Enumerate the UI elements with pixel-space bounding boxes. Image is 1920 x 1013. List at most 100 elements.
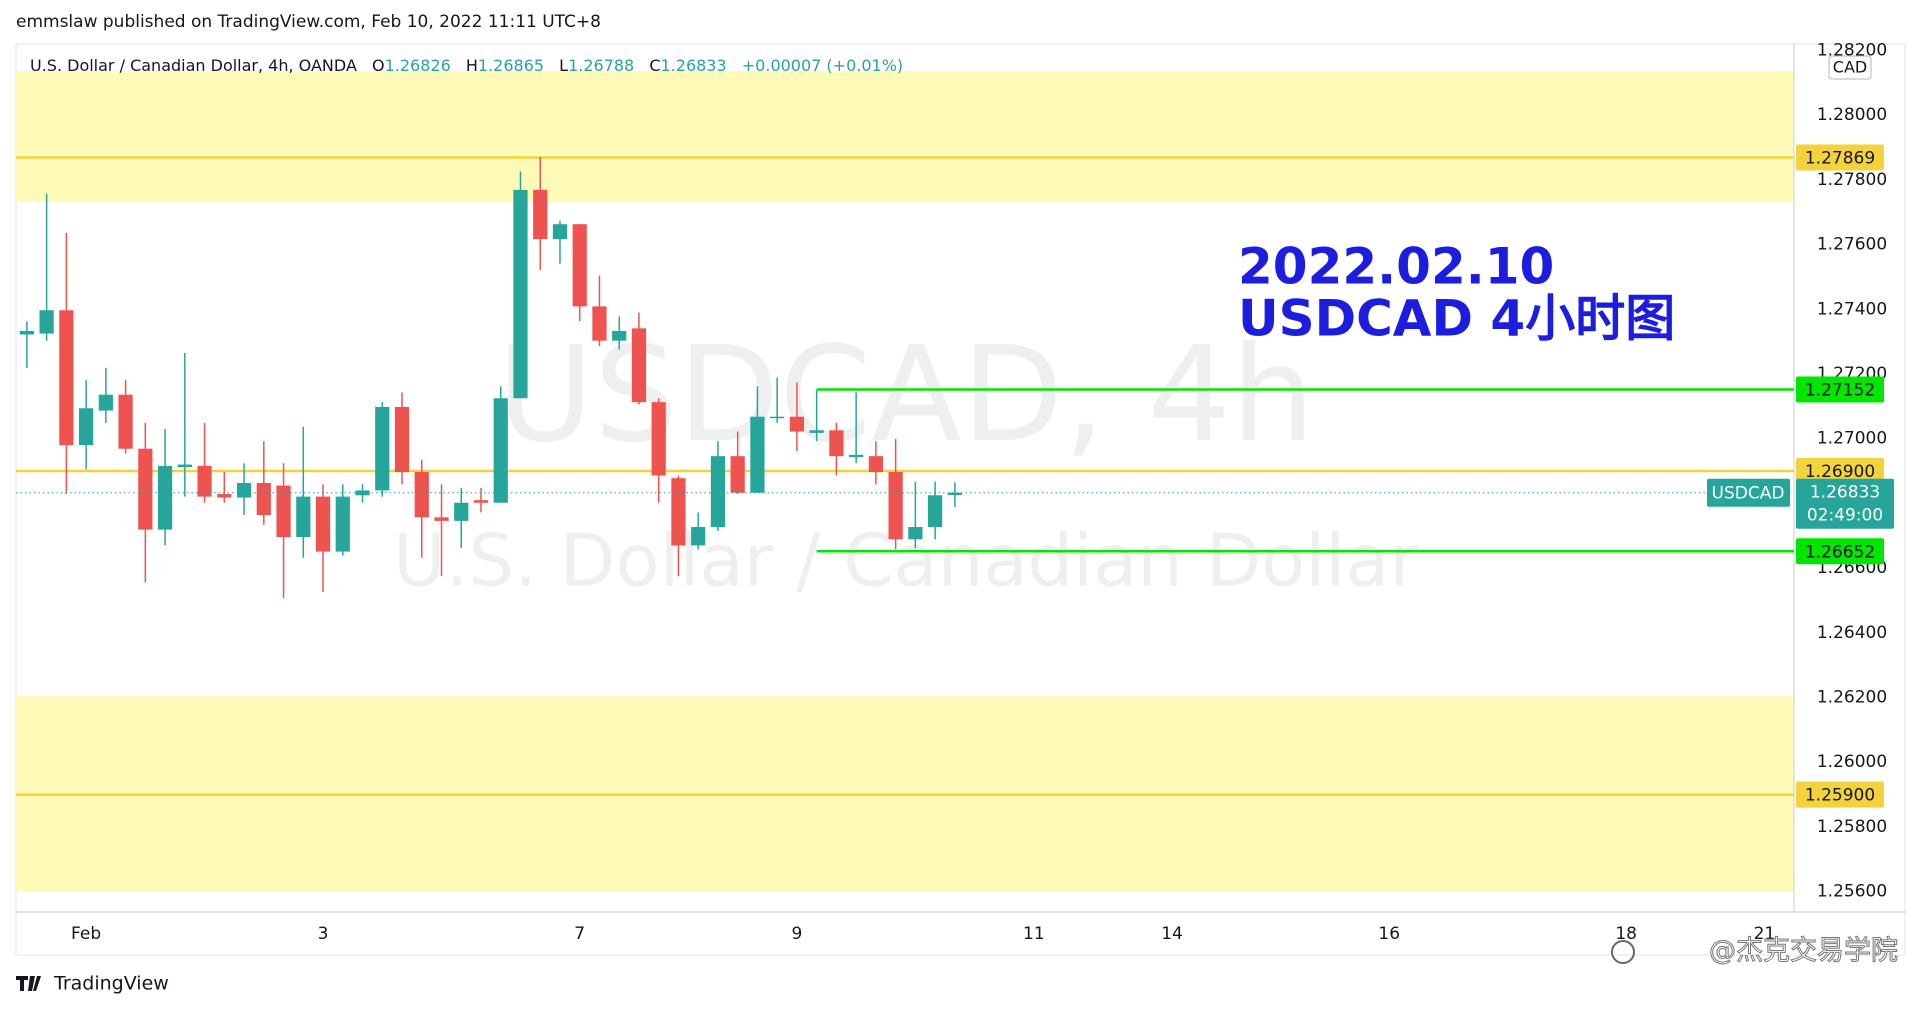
- candle-body: [177, 464, 192, 468]
- candle-body: [612, 330, 627, 341]
- x-tick-label: 7: [574, 924, 585, 944]
- candle-body: [552, 224, 568, 240]
- candle-body: [217, 494, 232, 498]
- level-tag: [1796, 376, 1884, 403]
- y-tick-label: 1.27400: [1817, 299, 1887, 319]
- y-tick-label: 1.28200: [1817, 40, 1887, 60]
- price-tag-label: 1.26833: [1810, 483, 1880, 503]
- candle-body: [730, 456, 745, 493]
- candle-body: [19, 330, 34, 335]
- y-tick-label: 1.27000: [1817, 429, 1887, 449]
- legend-key: L: [559, 56, 569, 75]
- symbol-title: U.S. Dollar / Canadian Dollar, 4h, OANDA: [30, 56, 357, 75]
- candle-body: [236, 483, 252, 498]
- candle-body: [157, 465, 173, 530]
- x-tick-label: 14: [1161, 924, 1183, 944]
- legend-key: O: [371, 56, 385, 75]
- candle-body: [671, 478, 686, 546]
- y-tick-label: 1.26400: [1817, 623, 1887, 643]
- currency-label: CAD: [1833, 58, 1867, 77]
- annotation: USDCAD 4小时图: [1238, 290, 1675, 348]
- chart-border: [15, 43, 1906, 956]
- symbol-tag: [1707, 478, 1790, 507]
- weibo-icon: [1611, 940, 1635, 964]
- symbol-tag-label: USDCAD: [1712, 484, 1785, 504]
- watermark: U.S. Dollar / Canadian Dollar: [393, 519, 1419, 603]
- candle-body: [789, 416, 805, 432]
- x-tick-label: Feb: [71, 924, 101, 944]
- zone: [16, 71, 1794, 203]
- candle-body: [375, 406, 390, 491]
- y-tick-label: 1.26000: [1817, 752, 1887, 772]
- candle-body: [809, 430, 824, 433]
- legend-value: 1.26865: [477, 56, 545, 75]
- candle-body: [98, 394, 113, 411]
- candle-body: [434, 517, 449, 521]
- legend-value: 1.26826: [384, 56, 451, 75]
- candle-body: [335, 496, 350, 552]
- candle-body: [908, 527, 923, 540]
- candle-body: [572, 224, 587, 307]
- y-tick-label: 1.25600: [1817, 882, 1887, 902]
- candle-body: [118, 394, 133, 449]
- candle-body: [849, 454, 864, 458]
- level-tag-label: 1.27869: [1805, 149, 1875, 169]
- level-tag: [1796, 538, 1884, 565]
- price-tag: [1796, 478, 1894, 529]
- legend-value: 1.26833: [660, 56, 727, 75]
- candle-body: [928, 495, 943, 528]
- level-tag-label: 1.26900: [1805, 462, 1875, 482]
- candle-body: [78, 408, 94, 446]
- candle-body: [868, 456, 883, 473]
- candle-body: [296, 496, 311, 538]
- candle-body: [710, 456, 726, 528]
- tv-logo: [16, 976, 41, 991]
- level-tag-label: 1.25900: [1805, 786, 1875, 806]
- annotation: 2022.02.10: [1238, 238, 1554, 296]
- footer-brand: TradingView: [53, 973, 169, 995]
- level-tag-label: 1.26652: [1805, 542, 1875, 562]
- currency-box: [1828, 55, 1872, 80]
- candle-body: [691, 527, 706, 546]
- candle-body: [592, 306, 607, 341]
- change: +0.00007 (+0.01%): [741, 56, 904, 75]
- legend-key: C: [649, 56, 661, 75]
- candle-body: [138, 448, 153, 530]
- x-tick-label: 3: [318, 924, 329, 944]
- candle-body: [473, 500, 489, 503]
- publisher: emmslaw published on TradingView.com, Fe…: [16, 12, 601, 32]
- x-tick-label: 18: [1615, 924, 1637, 944]
- y-tick-label: 1.27600: [1817, 235, 1887, 255]
- candle-body: [513, 189, 528, 399]
- candle-body: [256, 483, 271, 516]
- candle-body: [315, 496, 331, 552]
- x-tick-label: 16: [1378, 924, 1400, 944]
- candle-body: [197, 465, 212, 497]
- candle-body: [414, 472, 429, 518]
- candle-body: [533, 189, 548, 240]
- y-tick-label: 1.25800: [1817, 817, 1887, 837]
- candle-body: [651, 402, 666, 476]
- candle-body: [394, 406, 410, 473]
- countdown: 02:49:00: [1807, 506, 1883, 526]
- candle-body: [750, 416, 765, 493]
- candle-body: [493, 398, 508, 503]
- legend-value: 1.26788: [568, 56, 635, 75]
- level-tag: [1796, 781, 1884, 808]
- candle-body: [454, 502, 469, 521]
- candle-body: [770, 416, 785, 419]
- candle-body: [631, 328, 647, 403]
- candle-body: [59, 310, 74, 446]
- candle-body: [276, 485, 291, 538]
- footer-watermark: @杰克交易学院: [1709, 936, 1898, 967]
- candle-body: [947, 492, 962, 495]
- candle-body: [39, 310, 54, 334]
- y-tick-label: 1.27800: [1817, 170, 1887, 190]
- level-tag-label: 1.27152: [1805, 381, 1875, 401]
- y-tick-label: 1.26200: [1817, 688, 1887, 708]
- legend: U.S. Dollar / Canadian Dollar, 4h, OANDA…: [30, 56, 913, 75]
- x-tick-label: 11: [1023, 924, 1045, 944]
- candle-body: [888, 472, 903, 540]
